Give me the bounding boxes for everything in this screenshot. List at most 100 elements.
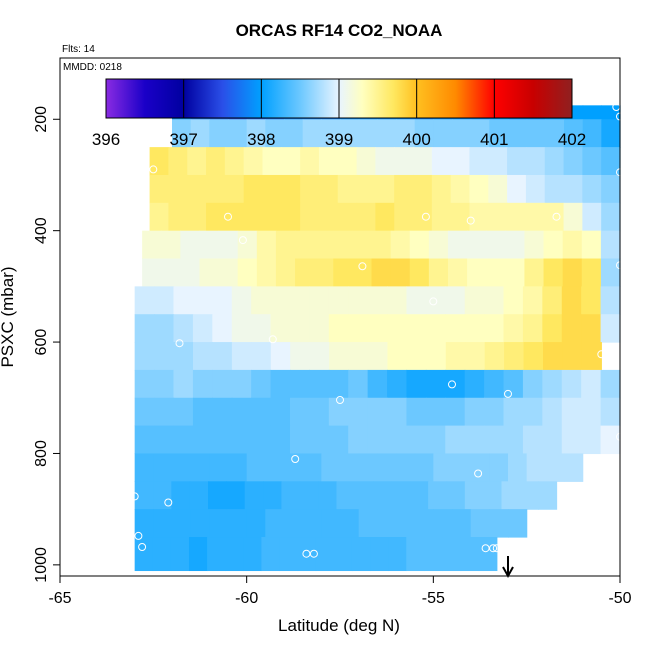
heat-cell: [328, 397, 349, 427]
heat-cell: [582, 202, 602, 232]
heat-cell: [542, 314, 563, 343]
heat-cell: [433, 119, 453, 148]
heat-cell: [192, 286, 213, 315]
heat-cell: [562, 342, 583, 371]
heat-cell: [394, 202, 414, 232]
heat-cell: [224, 174, 245, 204]
heat-cell: [426, 342, 447, 371]
heat-cell: [406, 425, 427, 455]
heat-cell: [484, 397, 505, 427]
heat-cell: [542, 397, 563, 427]
heat-cell: [581, 369, 602, 399]
sample-point: [421, 212, 430, 221]
sample-point: [134, 531, 143, 540]
heat-cell: [467, 258, 487, 287]
heat-cell: [243, 174, 264, 204]
heat-cell: [315, 537, 335, 572]
heat-cell: [270, 286, 291, 315]
heat-cell: [601, 105, 621, 120]
heat-cell: [581, 230, 602, 260]
heat-cell: [333, 537, 353, 572]
heat-cell: [206, 202, 226, 232]
sample-point: [164, 498, 173, 507]
heat-cell: [279, 537, 299, 572]
heat-cell: [563, 202, 583, 232]
heat-cell: [356, 174, 376, 204]
heat-cell: [231, 286, 252, 315]
heat-cell: [390, 258, 411, 287]
heat-cell: [390, 230, 411, 260]
heat-cell: [309, 369, 330, 399]
heat-cell: [262, 174, 282, 204]
heat-cell: [377, 509, 397, 538]
sample-point: [309, 549, 318, 558]
heat-cell: [256, 258, 277, 287]
heat-cell: [371, 230, 392, 260]
heat-cell: [290, 342, 311, 371]
heat-cell: [469, 202, 489, 232]
y-axis-title: PSXC (mbar): [0, 266, 17, 367]
heat-cell: [431, 174, 452, 204]
heat-cell: [333, 258, 353, 287]
y-axis: 200 400 600 800 1000: [33, 106, 60, 583]
heat-cell: [336, 481, 356, 510]
heat-cell: [154, 314, 175, 343]
heat-cell: [348, 314, 369, 343]
heat-cell: [507, 174, 527, 204]
heat-cell: [212, 425, 233, 455]
heat-cell: [180, 258, 201, 287]
heat-cell: [246, 119, 266, 148]
x-tick-label: -65: [48, 590, 71, 607]
heat-cell: [396, 453, 416, 482]
heat-cell: [507, 202, 527, 232]
heat-cell: [377, 119, 397, 148]
heat-cell: [243, 147, 264, 176]
chart-title: ORCAS RF14 CO2_NOAA: [236, 21, 443, 40]
heat-cell: [209, 509, 229, 538]
heat-cell: [601, 119, 621, 148]
heat-cell: [270, 342, 291, 371]
heat-cell: [340, 119, 360, 148]
heat-cell: [134, 509, 154, 538]
heat-cell: [212, 314, 233, 343]
heat-cell: [168, 202, 188, 232]
heat-cell: [212, 286, 233, 315]
heat-cell: [173, 314, 194, 343]
heat-cell: [170, 537, 190, 572]
heat-cell: [309, 425, 330, 455]
heat-cell: [367, 369, 388, 399]
heat-cell: [134, 286, 155, 315]
heat-cell: [367, 314, 388, 343]
flights-note: Flts: 14: [62, 44, 95, 55]
heat-cell: [508, 509, 528, 538]
heat-cell: [524, 230, 545, 260]
heat-cell: [387, 369, 408, 399]
heat-cell: [149, 174, 170, 204]
heat-cell: [486, 230, 506, 260]
heat-cell: [452, 453, 472, 482]
heat-cell: [563, 147, 583, 176]
heat-cell: [154, 425, 175, 455]
heat-cell: [450, 147, 471, 176]
sample-point: [130, 492, 139, 501]
heat-cell: [484, 286, 505, 315]
heat-cell: [373, 481, 393, 510]
heat-cell: [428, 481, 448, 510]
heat-cell: [469, 147, 489, 176]
heat-cell: [173, 342, 194, 371]
heat-cell: [582, 147, 602, 176]
colorbar-tick-label: 401: [480, 130, 508, 149]
heat-cell: [489, 119, 509, 148]
y-tick-label: 800: [33, 440, 50, 467]
heat-cell: [289, 286, 310, 315]
heat-cell: [581, 397, 602, 427]
heat-cell: [542, 286, 563, 315]
heat-cell: [488, 174, 508, 204]
heat-cell: [561, 314, 582, 343]
heat-cell: [425, 286, 446, 315]
heat-cell: [501, 481, 521, 510]
heat-cell: [134, 453, 154, 482]
heat-cell: [406, 369, 427, 399]
heat-cell: [371, 258, 392, 287]
heat-cell: [564, 453, 584, 482]
